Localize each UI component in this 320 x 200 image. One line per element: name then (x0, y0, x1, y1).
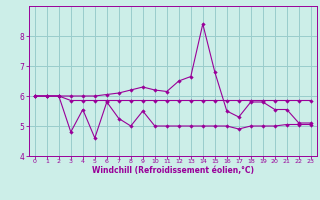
X-axis label: Windchill (Refroidissement éolien,°C): Windchill (Refroidissement éolien,°C) (92, 166, 254, 175)
